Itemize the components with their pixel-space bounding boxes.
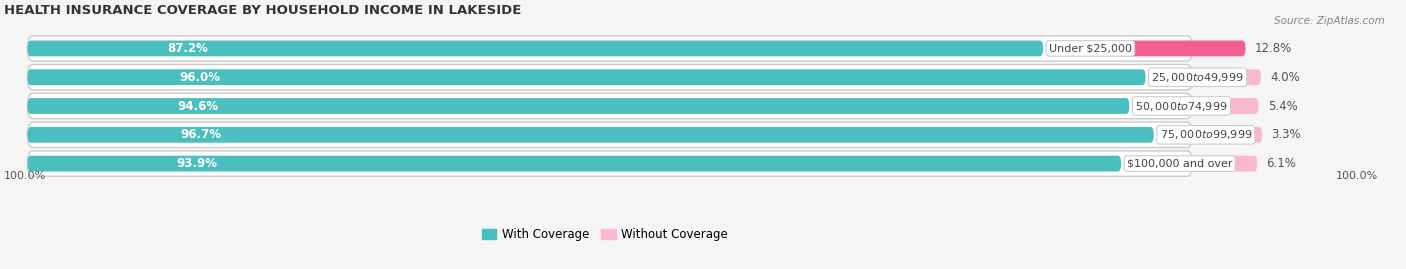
FancyBboxPatch shape [28,36,1192,61]
Text: 94.6%: 94.6% [177,100,218,112]
FancyBboxPatch shape [28,69,1146,85]
Text: $100,000 and over: $100,000 and over [1128,159,1233,169]
Text: 12.8%: 12.8% [1254,42,1292,55]
FancyBboxPatch shape [1229,127,1263,143]
FancyBboxPatch shape [28,127,1154,143]
FancyBboxPatch shape [28,122,1192,147]
Text: 5.4%: 5.4% [1268,100,1298,112]
Text: 6.1%: 6.1% [1267,157,1296,170]
Text: 93.9%: 93.9% [176,157,217,170]
FancyBboxPatch shape [1205,98,1258,114]
Text: $50,000 to $74,999: $50,000 to $74,999 [1135,100,1227,112]
FancyBboxPatch shape [1222,69,1261,85]
Text: 100.0%: 100.0% [4,171,46,181]
FancyBboxPatch shape [28,156,1121,172]
Text: Source: ZipAtlas.com: Source: ZipAtlas.com [1274,16,1385,26]
FancyBboxPatch shape [1197,156,1257,172]
Legend: With Coverage, Without Coverage: With Coverage, Without Coverage [478,223,733,246]
FancyBboxPatch shape [28,65,1192,90]
FancyBboxPatch shape [28,151,1192,176]
Text: 3.3%: 3.3% [1271,128,1301,141]
Text: HEALTH INSURANCE COVERAGE BY HOUSEHOLD INCOME IN LAKESIDE: HEALTH INSURANCE COVERAGE BY HOUSEHOLD I… [4,4,522,17]
Text: $75,000 to $99,999: $75,000 to $99,999 [1160,128,1253,141]
FancyBboxPatch shape [1119,41,1246,56]
FancyBboxPatch shape [28,41,1043,56]
Text: 4.0%: 4.0% [1270,71,1301,84]
Text: 100.0%: 100.0% [1336,171,1378,181]
Text: 96.7%: 96.7% [180,128,221,141]
FancyBboxPatch shape [28,98,1129,114]
FancyBboxPatch shape [28,93,1192,119]
Text: 87.2%: 87.2% [167,42,208,55]
Text: Under $25,000: Under $25,000 [1049,43,1132,54]
Text: 96.0%: 96.0% [179,71,221,84]
Text: $25,000 to $49,999: $25,000 to $49,999 [1152,71,1244,84]
